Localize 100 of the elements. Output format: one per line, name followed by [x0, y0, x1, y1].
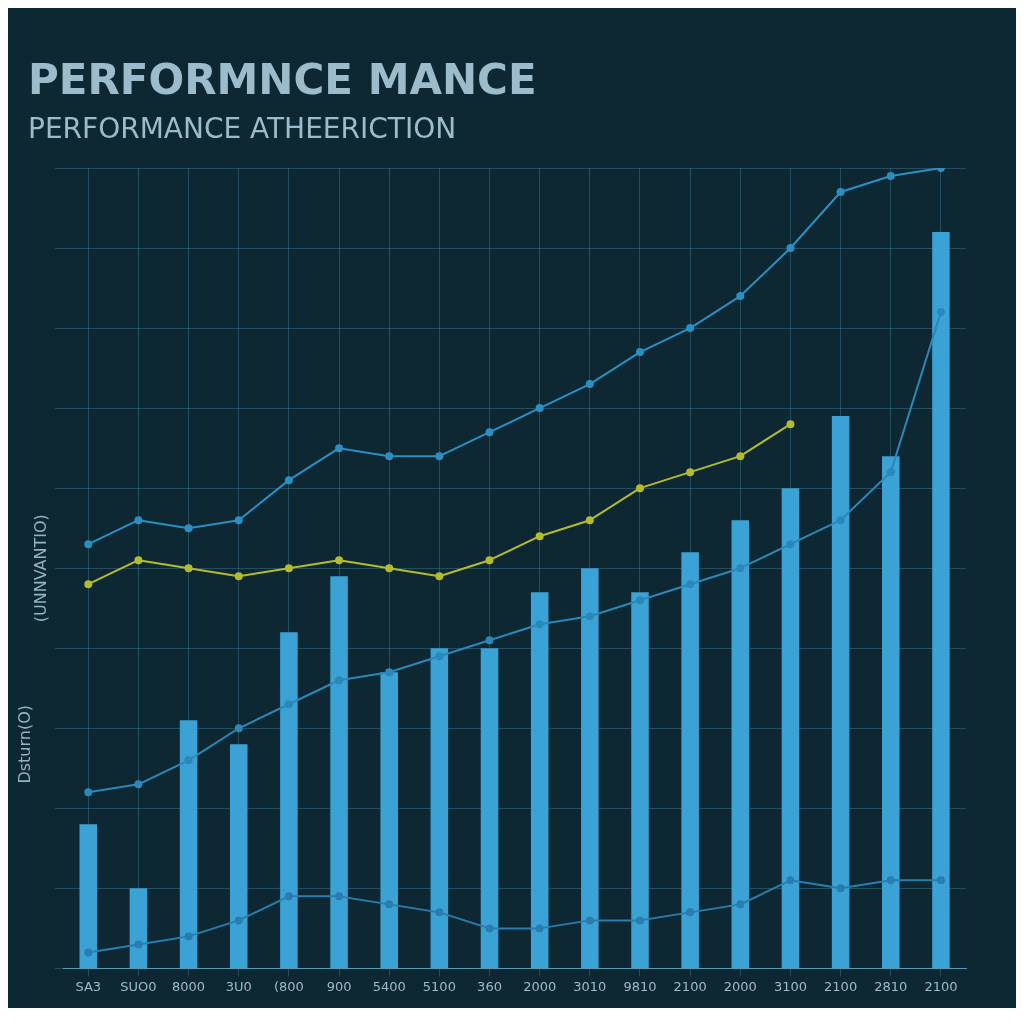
- x-tick-label: 360: [477, 978, 502, 994]
- point: [786, 876, 795, 885]
- bar: [229, 744, 248, 968]
- point: [435, 572, 444, 581]
- point: [485, 428, 494, 437]
- x-tick-label: SA3: [75, 978, 102, 994]
- point: [485, 924, 494, 933]
- point: [335, 892, 344, 901]
- point: [686, 580, 695, 589]
- bar: [581, 568, 599, 968]
- point: [886, 172, 895, 180]
- point: [84, 540, 93, 549]
- point: [335, 444, 344, 453]
- bar: [530, 592, 549, 968]
- x-tick-label: 3010: [573, 978, 607, 994]
- bar: [280, 632, 298, 968]
- point: [184, 524, 193, 533]
- point: [585, 612, 594, 621]
- point: [84, 788, 93, 797]
- point: [335, 676, 344, 685]
- point: [234, 572, 243, 581]
- point: [435, 452, 444, 461]
- point: [936, 308, 945, 317]
- x-tick-label: 9810: [623, 978, 657, 994]
- x-tick-label: 8000: [172, 978, 206, 994]
- point: [635, 348, 644, 357]
- x-tick-label: 3100: [773, 978, 807, 994]
- bar: [380, 672, 398, 968]
- point: [284, 892, 293, 901]
- point: [134, 516, 143, 525]
- x-tick-label: 2000: [723, 978, 757, 994]
- point: [686, 908, 695, 917]
- point: [836, 516, 845, 525]
- point: [284, 564, 293, 573]
- point: [485, 636, 494, 645]
- chart-subtitle: PERFORMANCE ATHEERICTION: [28, 112, 457, 146]
- point: [385, 668, 394, 677]
- point: [284, 700, 293, 709]
- bar: [480, 648, 499, 968]
- bar: [781, 488, 800, 968]
- x-tick-label: 3U0: [225, 978, 252, 994]
- bar: [681, 552, 699, 968]
- point: [736, 452, 745, 461]
- point: [134, 780, 143, 789]
- x-tick-label: 2100: [673, 978, 707, 994]
- point: [836, 188, 845, 197]
- point: [635, 484, 644, 493]
- y-axis-title: (UNNVANTIO): [30, 514, 50, 623]
- point: [435, 908, 444, 917]
- point: [184, 932, 193, 941]
- point: [234, 516, 243, 525]
- bar: [430, 648, 449, 968]
- point: [84, 580, 93, 589]
- point: [736, 292, 745, 301]
- x-tick-label: 900: [326, 978, 352, 994]
- x-tick-label: 5100: [422, 978, 456, 994]
- bar: [129, 888, 148, 968]
- point: [585, 916, 594, 925]
- x-tick-label: 2810: [874, 978, 908, 994]
- bar: [932, 232, 950, 968]
- x-tick-label: 5400: [372, 978, 406, 994]
- point: [535, 620, 544, 629]
- point: [284, 476, 293, 485]
- point: [736, 564, 745, 573]
- point: [134, 556, 143, 565]
- chart-title: PERFORMNCE MANCE: [28, 55, 537, 105]
- point: [886, 876, 895, 885]
- point: [786, 420, 795, 429]
- bar: [831, 416, 850, 968]
- point: [686, 324, 695, 333]
- point: [585, 380, 594, 389]
- point: [836, 884, 845, 893]
- point: [84, 948, 93, 957]
- point: [736, 900, 745, 909]
- point: [535, 532, 544, 541]
- point: [786, 244, 795, 253]
- point: [535, 924, 544, 933]
- point: [234, 916, 243, 925]
- point: [585, 516, 594, 525]
- point: [635, 596, 644, 605]
- point: [936, 876, 945, 885]
- point: [886, 468, 895, 477]
- x-tick-label: (800: [273, 978, 304, 994]
- x-tick-label: 2100: [824, 978, 858, 994]
- point: [134, 940, 143, 949]
- bar: [631, 592, 649, 968]
- bar: [330, 576, 348, 968]
- bar: [731, 520, 750, 968]
- point: [686, 468, 695, 477]
- point: [435, 652, 444, 661]
- x-tick-label: SUO0: [120, 978, 157, 994]
- bar: [179, 720, 198, 968]
- point: [786, 540, 795, 549]
- point: [385, 900, 394, 909]
- point: [385, 564, 394, 573]
- point: [535, 404, 544, 413]
- point: [385, 452, 394, 461]
- point: [635, 916, 644, 925]
- x-tick-label: 2000: [523, 978, 557, 994]
- point: [335, 556, 344, 565]
